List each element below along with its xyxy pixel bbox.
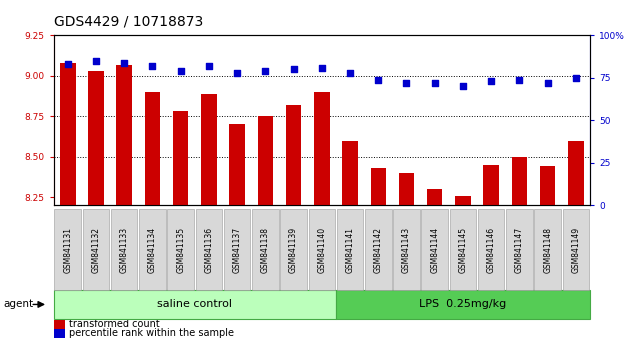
Point — [458, 84, 468, 89]
Text: GSM841140: GSM841140 — [317, 227, 326, 273]
Text: GSM841147: GSM841147 — [515, 227, 524, 273]
Point — [62, 62, 73, 67]
Text: saline control: saline control — [157, 299, 232, 309]
Text: agent: agent — [3, 299, 33, 309]
Point — [373, 77, 383, 82]
Bar — [88, 71, 103, 205]
Bar — [286, 105, 302, 205]
Point — [261, 68, 271, 74]
Text: GSM841145: GSM841145 — [459, 227, 468, 273]
Text: GSM841149: GSM841149 — [572, 227, 581, 273]
Text: GSM841137: GSM841137 — [233, 227, 242, 273]
Point — [345, 70, 355, 76]
Text: percentile rank within the sample: percentile rank within the sample — [69, 329, 234, 338]
Bar — [201, 94, 216, 205]
Text: GSM841131: GSM841131 — [63, 227, 72, 273]
Text: GDS4429 / 10718873: GDS4429 / 10718873 — [54, 14, 203, 28]
Text: GSM841132: GSM841132 — [91, 227, 100, 273]
Point — [543, 80, 553, 86]
Bar — [512, 157, 527, 205]
Point — [232, 70, 242, 76]
Bar — [483, 165, 499, 205]
Bar — [455, 196, 471, 205]
Point — [317, 65, 327, 70]
Bar — [229, 124, 245, 205]
Point — [175, 68, 186, 74]
Point — [288, 67, 298, 72]
Bar — [399, 173, 415, 205]
Bar — [257, 116, 273, 205]
Text: GSM841133: GSM841133 — [120, 227, 129, 273]
Text: GSM841144: GSM841144 — [430, 227, 439, 273]
Text: GSM841142: GSM841142 — [374, 227, 383, 273]
Text: GSM841136: GSM841136 — [204, 227, 213, 273]
Bar — [370, 168, 386, 205]
Bar — [60, 63, 76, 205]
Point — [571, 75, 581, 81]
Text: transformed count: transformed count — [69, 319, 160, 329]
Text: GSM841135: GSM841135 — [176, 227, 185, 273]
Bar — [144, 92, 160, 205]
Bar — [117, 64, 132, 205]
Text: GSM841148: GSM841148 — [543, 227, 552, 273]
Text: GSM841141: GSM841141 — [346, 227, 355, 273]
Bar — [314, 92, 329, 205]
Bar — [427, 189, 442, 205]
Bar — [342, 141, 358, 205]
Point — [514, 77, 524, 82]
Text: GSM841138: GSM841138 — [261, 227, 270, 273]
Point — [430, 80, 440, 86]
Point — [91, 58, 101, 64]
Point — [401, 80, 411, 86]
Point — [148, 63, 158, 69]
Text: GSM841139: GSM841139 — [289, 227, 298, 273]
Text: GSM841146: GSM841146 — [487, 227, 496, 273]
Point — [486, 79, 496, 84]
Point — [204, 63, 214, 69]
Text: GSM841134: GSM841134 — [148, 227, 157, 273]
Text: LPS  0.25mg/kg: LPS 0.25mg/kg — [420, 299, 507, 309]
Bar — [173, 112, 189, 205]
Point — [119, 60, 129, 65]
Bar — [540, 166, 555, 205]
Text: GSM841143: GSM841143 — [402, 227, 411, 273]
Bar — [568, 141, 584, 205]
